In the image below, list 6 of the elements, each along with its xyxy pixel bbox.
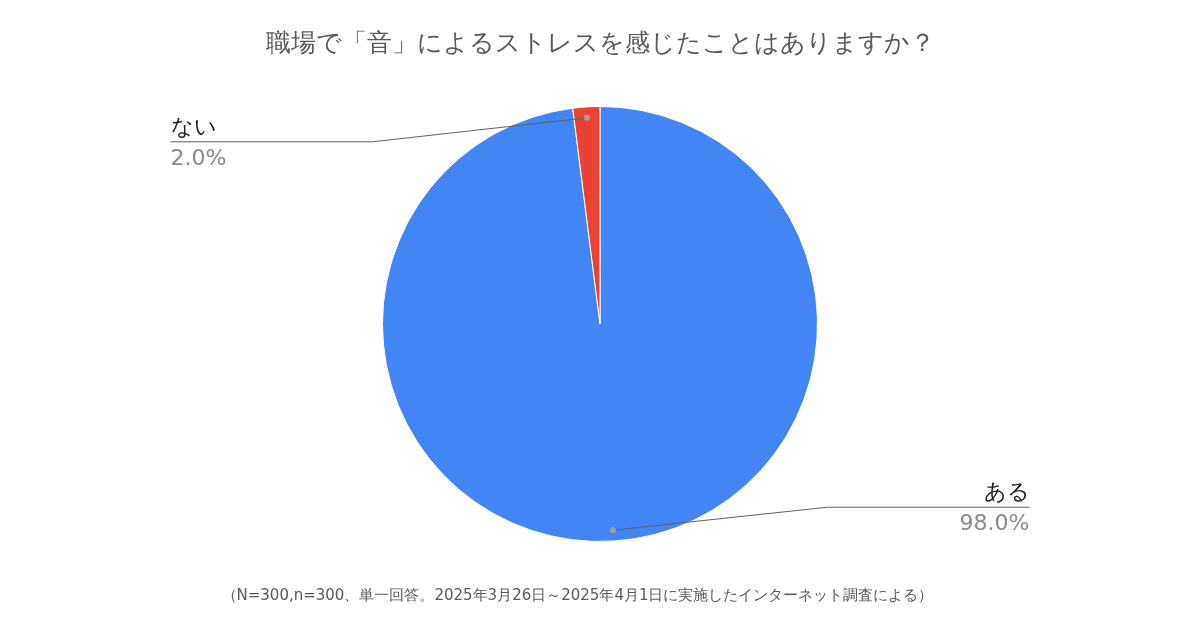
- data-label: 2.0%: [170, 144, 227, 170]
- text: （N=300,n=300、単一回答。2025年3月26日～2025年4月1日に実施したインターネット調査による）: [220, 586, 935, 605]
- data-label: 98.0%: [959, 509, 1030, 535]
- slice-label: ある: [983, 479, 1030, 505]
- chart-title: 職場で「音」によるストレスを感じたことはありますか？: [264, 27, 936, 59]
- slice-label: ない: [170, 113, 217, 139]
